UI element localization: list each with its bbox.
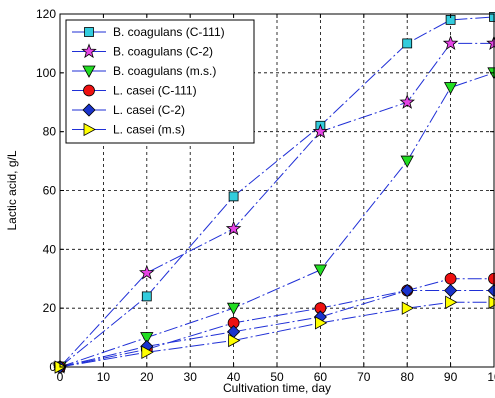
legend-label: B. coagulans (m.s.) — [113, 64, 216, 78]
data-point — [402, 38, 413, 49]
data-point — [313, 264, 328, 277]
y-tick-label: 20 — [43, 301, 57, 315]
y-tick-label: 100 — [36, 66, 56, 80]
data-point — [444, 272, 457, 285]
x-tick-label: 20 — [140, 370, 154, 384]
axis-ticks: 010203040506070809010020406080100120 — [36, 7, 495, 384]
data-point — [445, 295, 458, 309]
x-tick-label: 80 — [401, 370, 415, 384]
data-point — [312, 123, 329, 139]
x-tick-label: 60 — [314, 370, 328, 384]
y-tick-label: 0 — [49, 360, 56, 374]
x-tick-label: 0 — [57, 370, 64, 384]
y-tick-label: 120 — [36, 7, 56, 21]
legend-label: L. casei (m.s) — [113, 123, 185, 137]
data-point — [314, 316, 328, 330]
data-point — [400, 283, 414, 298]
legend-marker — [84, 27, 94, 37]
y-tick-label: 60 — [43, 184, 57, 198]
data-point — [141, 291, 152, 302]
data-point — [443, 82, 458, 95]
x-tick-label: 70 — [357, 370, 371, 384]
legend-label: B. coagulans (C-111) — [113, 25, 225, 39]
x-tick-label: 40 — [227, 370, 241, 384]
legend-marker — [82, 65, 96, 78]
legend: B. coagulans (C-111) B. coagulans (C-2) B.… — [65, 19, 255, 144]
x-tick-label: 50 — [270, 370, 284, 384]
y-tick-label: 80 — [43, 125, 57, 139]
x-tick-label: 10 — [487, 370, 495, 384]
y-axis-label: Lactic acid, g/L — [5, 150, 19, 230]
data-point — [444, 283, 458, 298]
data-point — [139, 264, 155, 280]
series-markers — [52, 12, 495, 374]
legend-label: B. coagulans (C-2) — [113, 45, 213, 59]
data-point — [140, 332, 154, 345]
x-tick-label: 90 — [444, 370, 458, 384]
data-point — [401, 301, 415, 315]
legend-marker — [83, 84, 95, 97]
legend-box — [65, 19, 255, 144]
data-point — [400, 155, 414, 168]
data-point — [399, 94, 415, 109]
legend-marker — [83, 122, 96, 137]
x-tick-label: 30 — [184, 370, 198, 384]
data-point — [226, 302, 241, 316]
y-tick-label: 40 — [43, 242, 57, 256]
x-tick-label: 10 — [97, 370, 111, 384]
data-point — [141, 345, 154, 359]
x-axis-label: Cultivation time, day — [223, 381, 331, 395]
legend-label: L. casei (C-2) — [113, 103, 185, 117]
data-point — [442, 35, 459, 51]
legend-label: L. casei (C-111) — [113, 84, 197, 98]
data-point — [228, 333, 241, 348]
data-point — [225, 220, 242, 236]
legend-marker — [82, 103, 96, 117]
data-point — [228, 191, 239, 202]
legend-marker — [81, 43, 97, 59]
